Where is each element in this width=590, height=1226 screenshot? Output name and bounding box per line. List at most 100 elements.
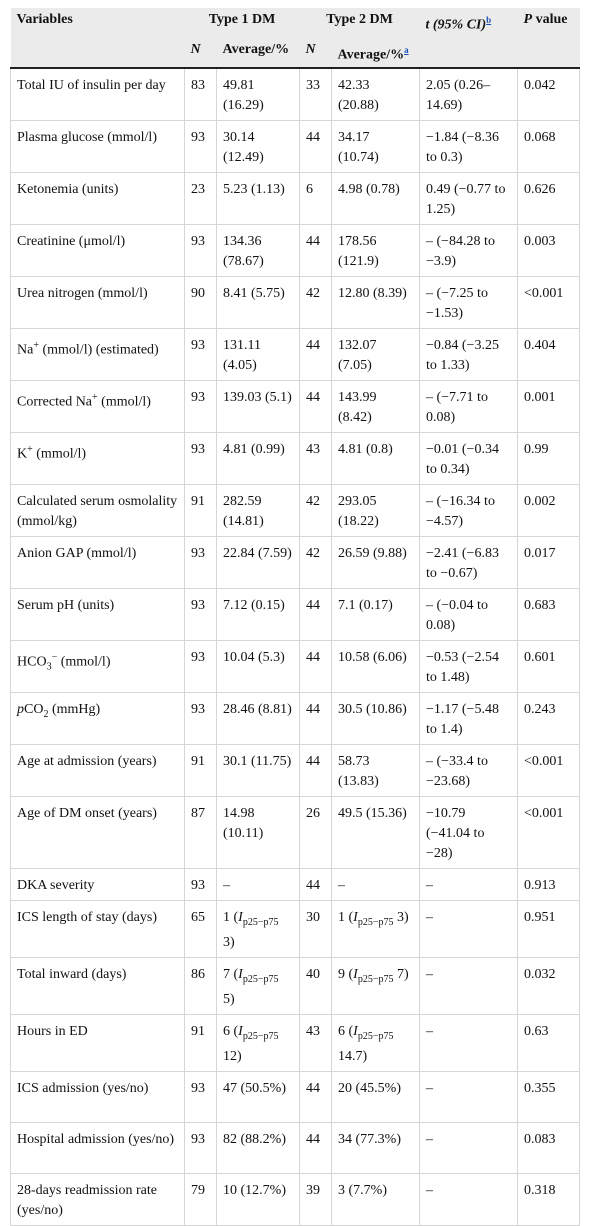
header-row-sub: N Average/% N Average/%a	[10, 37, 580, 70]
table-row: DKA severity 93–44– –0.913	[10, 868, 580, 902]
t-ci-cell: −0.53 (−2.54 to 1.48)	[419, 640, 518, 694]
avg2-cell: 34.17 (10.74)	[331, 120, 420, 174]
t-ci-cell: −1.17 (−5.48 to 1.4)	[419, 692, 518, 746]
footnote-b-link[interactable]: b	[486, 15, 492, 25]
avg2-cell: 42.33 (20.88)	[331, 68, 420, 122]
avg1-cell: 30.1 (11.75)	[216, 744, 300, 798]
table-row: Creatinine (μmol/l) 93 134.36 (78.67) 44 178…	[10, 224, 580, 278]
avg-text: 1 (	[338, 910, 354, 926]
variable-cell: pCO2 (mmHg)	[10, 692, 185, 746]
variable-cell: Plasma glucose (mmol/l)	[10, 120, 185, 174]
avg-subscript: p25−p75	[357, 1030, 394, 1042]
p-value-cell: 0.318	[517, 1173, 580, 1226]
avg2-cell: 30.5 (10.86)	[331, 692, 420, 746]
avg-subscript: p25−p75	[357, 973, 394, 985]
table-row: Age of DM onset (years) 87 14.98 (10.11) 26…	[10, 796, 580, 870]
variables-header-blank	[10, 37, 185, 70]
variable-italic: p	[17, 702, 24, 718]
avg2-cell: 49.5 (15.36)	[331, 796, 420, 870]
avg2-cell: 4.81 (0.8)	[331, 432, 420, 486]
variable-cell: Total inward (days)	[10, 957, 185, 1015]
n2-cell: 42	[299, 536, 332, 590]
results-table-container: Variables Type 1 DM Type 2 DM t (95% CI)…	[10, 8, 580, 1226]
p-value-cell: 0.626	[517, 172, 580, 226]
avg2-cell: –	[331, 868, 420, 902]
variable-text: HCO	[17, 654, 47, 670]
n2-cell: 26	[299, 796, 332, 870]
variable-cell: Corrected Na+ (mmol/l)	[10, 380, 185, 434]
t-ci-cell: −10.79 (−41.04 to −28)	[419, 796, 518, 870]
t-ci-cell: – (−84.28 to −3.9)	[419, 224, 518, 278]
avg2-header: Average/%a	[331, 37, 420, 70]
p-value-cell: 0.001	[517, 380, 580, 434]
avg2-cell: 26.59 (9.88)	[331, 536, 420, 590]
table-row: Ketonemia (units) 23 5.23 (1.13) 6 4.98 (0.7…	[10, 172, 580, 226]
n2-cell: 44	[299, 120, 332, 174]
avg1-cell: 282.59 (14.81)	[216, 484, 300, 538]
avg-italic: I	[353, 1023, 358, 1039]
t-ci-cell: −0.84 (−3.25 to 1.33)	[419, 328, 518, 382]
table-row: Hours in ED 91 6 (Ip25−p75 12) 43 6 (Ip25−p7…	[10, 1014, 580, 1072]
t-ci-cell: −1.84 (−8.36 to 0.3)	[419, 120, 518, 174]
avg2-cell: 9 (Ip25−p75 7)	[331, 957, 420, 1015]
t-ci-cell: 0.49 (−0.77 to 1.25)	[419, 172, 518, 226]
variable-cell: Age of DM onset (years)	[10, 796, 185, 870]
n2-header: N	[299, 37, 332, 70]
n1-cell: 65	[184, 900, 217, 959]
variable-cell: Age at admission (years)	[10, 744, 185, 798]
variable-text: (mmol/l)	[57, 654, 111, 670]
p-value-cell: 0.032	[517, 957, 580, 1015]
avg-italic: I	[238, 910, 243, 926]
avg2-cell: 10.58 (6.06)	[331, 640, 420, 694]
t-ci-cell: –	[419, 1014, 518, 1072]
avg1-cell: –	[216, 868, 300, 902]
avg2-cell: 20 (45.5%)	[331, 1071, 420, 1123]
variable-cell: Hours in ED	[10, 1014, 185, 1072]
n1-cell: 91	[184, 1014, 217, 1072]
n1-header: N	[184, 37, 217, 70]
avg2-cell: 7.1 (0.17)	[331, 588, 420, 642]
table-row: Na+ (mmol/l) (estimated) 93 131.11 (4.05) 4…	[10, 328, 580, 382]
avg1-cell: 6 (Ip25−p75 12)	[216, 1014, 300, 1072]
avg-italic: I	[238, 967, 243, 983]
table-row: Total inward (days) 86 7 (Ip25−p75 5) 40 9 (…	[10, 957, 580, 1015]
t-ci-cell: – (−33.4 to −23.68)	[419, 744, 518, 798]
p-value-cell: 0.083	[517, 1122, 580, 1174]
n2-cell: 43	[299, 1014, 332, 1072]
table-row: Urea nitrogen (mmol/l) 90 8.41 (5.75) 42 12.…	[10, 276, 580, 330]
n1-cell: 93	[184, 120, 217, 174]
p-value-cell: 0.017	[517, 536, 580, 590]
variable-cell: DKA severity	[10, 868, 185, 902]
variable-text: CO	[24, 702, 44, 718]
avg1-cell: 30.14 (12.49)	[216, 120, 300, 174]
avg-text: 3)	[393, 910, 409, 926]
p-value-cell: 0.404	[517, 328, 580, 382]
p-value-cell: 0.042	[517, 68, 580, 122]
table-row: Total IU of insulin per day 83 49.81 (16.2…	[10, 68, 580, 122]
table-body: Total IU of insulin per day 83 49.81 (16.2…	[10, 68, 580, 1226]
variable-cell: Serum pH (units)	[10, 588, 185, 642]
p-value-cell: 0.068	[517, 120, 580, 174]
variable-superscript: +	[27, 444, 33, 456]
footnote-a-link[interactable]: a	[404, 44, 409, 55]
variable-cell: 28-days readmission rate (yes/no)	[10, 1173, 185, 1226]
avg1-cell: 131.11 (4.05)	[216, 328, 300, 382]
n1-cell: 91	[184, 484, 217, 538]
n1-cell: 93	[184, 640, 217, 694]
n1-cell: 23	[184, 172, 217, 226]
avg1-cell: 28.46 (8.81)	[216, 692, 300, 746]
avg2-cell: 6 (Ip25−p75 14.7)	[331, 1014, 420, 1072]
avg1-cell: 7 (Ip25−p75 5)	[216, 957, 300, 1015]
p-value-cell: 0.683	[517, 588, 580, 642]
variable-superscript: +	[33, 340, 39, 352]
n2-cell: 44	[299, 744, 332, 798]
p-value-cell: 0.951	[517, 900, 580, 959]
n1-cell: 93	[184, 536, 217, 590]
n1-cell: 87	[184, 796, 217, 870]
avg-subscript: p25−p75	[242, 917, 279, 929]
avg2-cell: 3 (7.7%)	[331, 1173, 420, 1226]
variable-text: (mmHg)	[48, 702, 101, 718]
avg1-cell: 139.03 (5.1)	[216, 380, 300, 434]
t-ci-cell: –	[419, 1071, 518, 1123]
n1-cell: 86	[184, 957, 217, 1015]
